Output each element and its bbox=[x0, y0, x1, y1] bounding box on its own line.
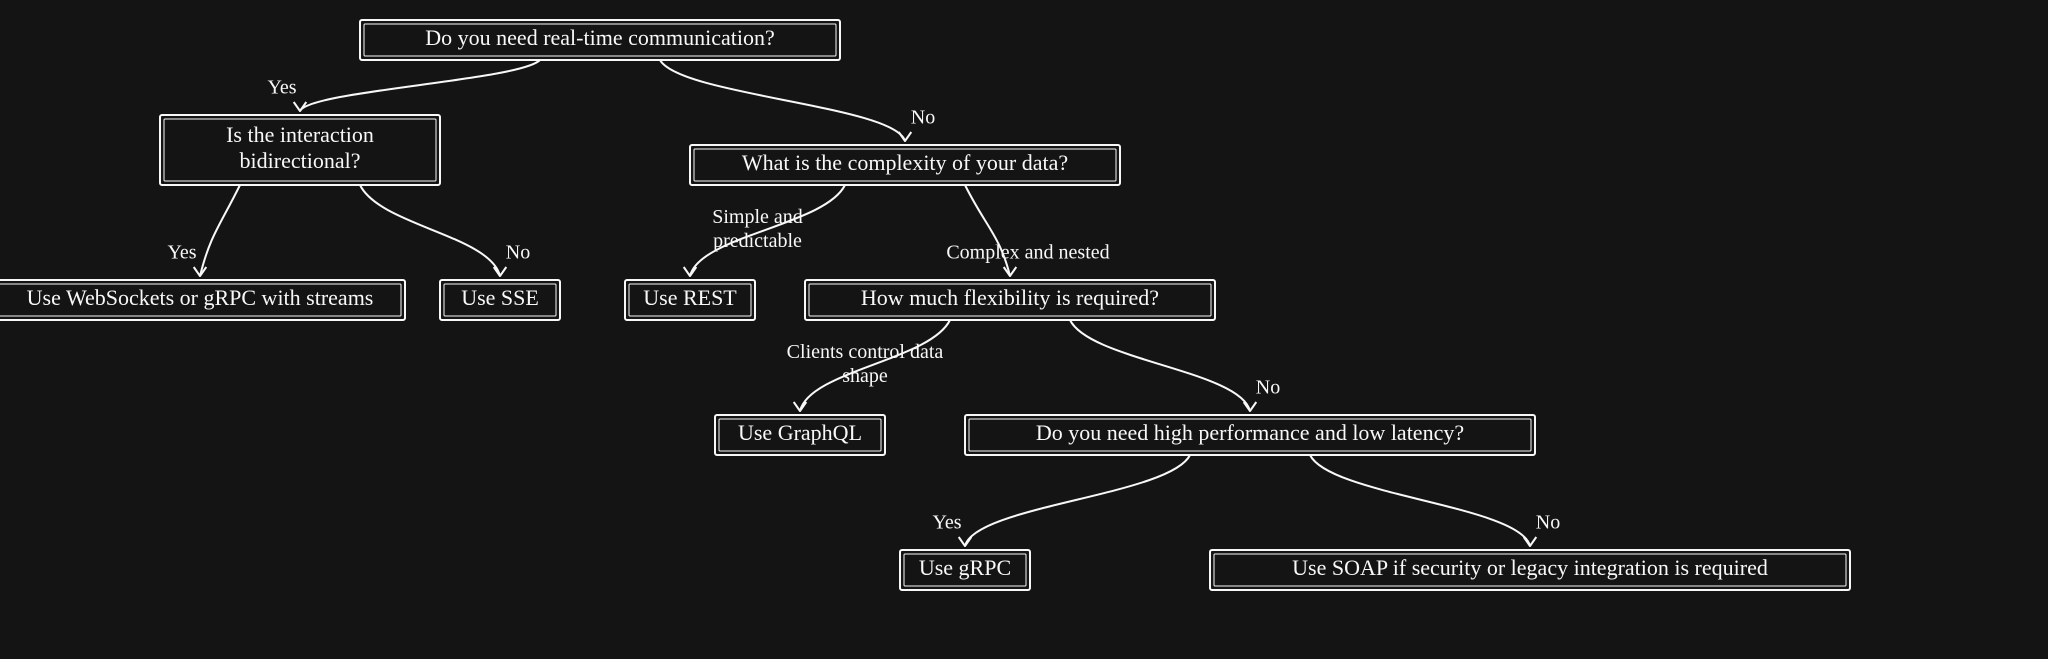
edge: Yes bbox=[932, 455, 1190, 546]
edge: Clients control datashape bbox=[787, 320, 950, 411]
edge: Yes bbox=[167, 185, 240, 276]
edge-label: Yes bbox=[167, 242, 196, 264]
node-n_websockets: Use WebSockets or gRPC with streams bbox=[0, 280, 405, 320]
edge: No bbox=[360, 185, 530, 276]
node-text: Use SSE bbox=[461, 285, 539, 310]
node-text: bidirectional? bbox=[240, 148, 361, 173]
node-n_complexity: What is the complexity of your data? bbox=[690, 145, 1120, 185]
node-text: Is the interaction bbox=[226, 122, 374, 147]
node-n_soap: Use SOAP if security or legacy integrati… bbox=[1210, 550, 1850, 590]
node-n_flex: How much flexibility is required? bbox=[805, 280, 1215, 320]
node-text: Use gRPC bbox=[919, 555, 1011, 580]
edge-label: Yes bbox=[932, 512, 961, 534]
node-text: How much flexibility is required? bbox=[861, 285, 1159, 310]
node-n_realtime: Do you need real-time communication? bbox=[360, 20, 840, 60]
edge: Complex and nested bbox=[946, 185, 1109, 276]
node-n_rest: Use REST bbox=[625, 280, 755, 320]
node-text: Do you need high performance and low lat… bbox=[1036, 420, 1464, 445]
node-text: Use SOAP if security or legacy integrati… bbox=[1292, 555, 1768, 580]
edge: Simple andpredictable bbox=[684, 185, 845, 276]
node-n_bidir: Is the interactionbidirectional? bbox=[160, 115, 440, 185]
node-n_grpc: Use gRPC bbox=[900, 550, 1030, 590]
edge-label: No bbox=[1536, 512, 1560, 534]
node-n_sse: Use SSE bbox=[440, 280, 560, 320]
edge: No bbox=[660, 60, 935, 141]
edge-label: No bbox=[1256, 377, 1280, 399]
edge-label: Simple and bbox=[712, 206, 803, 228]
edge-label: Complex and nested bbox=[946, 242, 1109, 264]
node-text: Use REST bbox=[643, 285, 737, 310]
edge-label: shape bbox=[842, 365, 888, 387]
edge: Yes bbox=[267, 60, 540, 111]
edge: No bbox=[1070, 320, 1280, 411]
edge-label: No bbox=[506, 242, 530, 264]
edge-label: Clients control data bbox=[787, 341, 944, 363]
edge-label: No bbox=[911, 107, 935, 129]
node-n_perf: Do you need high performance and low lat… bbox=[965, 415, 1535, 455]
node-text: Use WebSockets or gRPC with streams bbox=[27, 285, 374, 310]
edge: No bbox=[1310, 455, 1560, 546]
node-text: Use GraphQL bbox=[738, 420, 862, 445]
node-n_graphql: Use GraphQL bbox=[715, 415, 885, 455]
node-text: Do you need real-time communication? bbox=[425, 25, 774, 50]
node-text: What is the complexity of your data? bbox=[742, 150, 1068, 175]
decision-tree-diagram: Yes No Yes No Simple andpredictable Complex a… bbox=[0, 0, 2048, 659]
edge-label: predictable bbox=[713, 230, 802, 252]
edge-label: Yes bbox=[267, 77, 296, 99]
